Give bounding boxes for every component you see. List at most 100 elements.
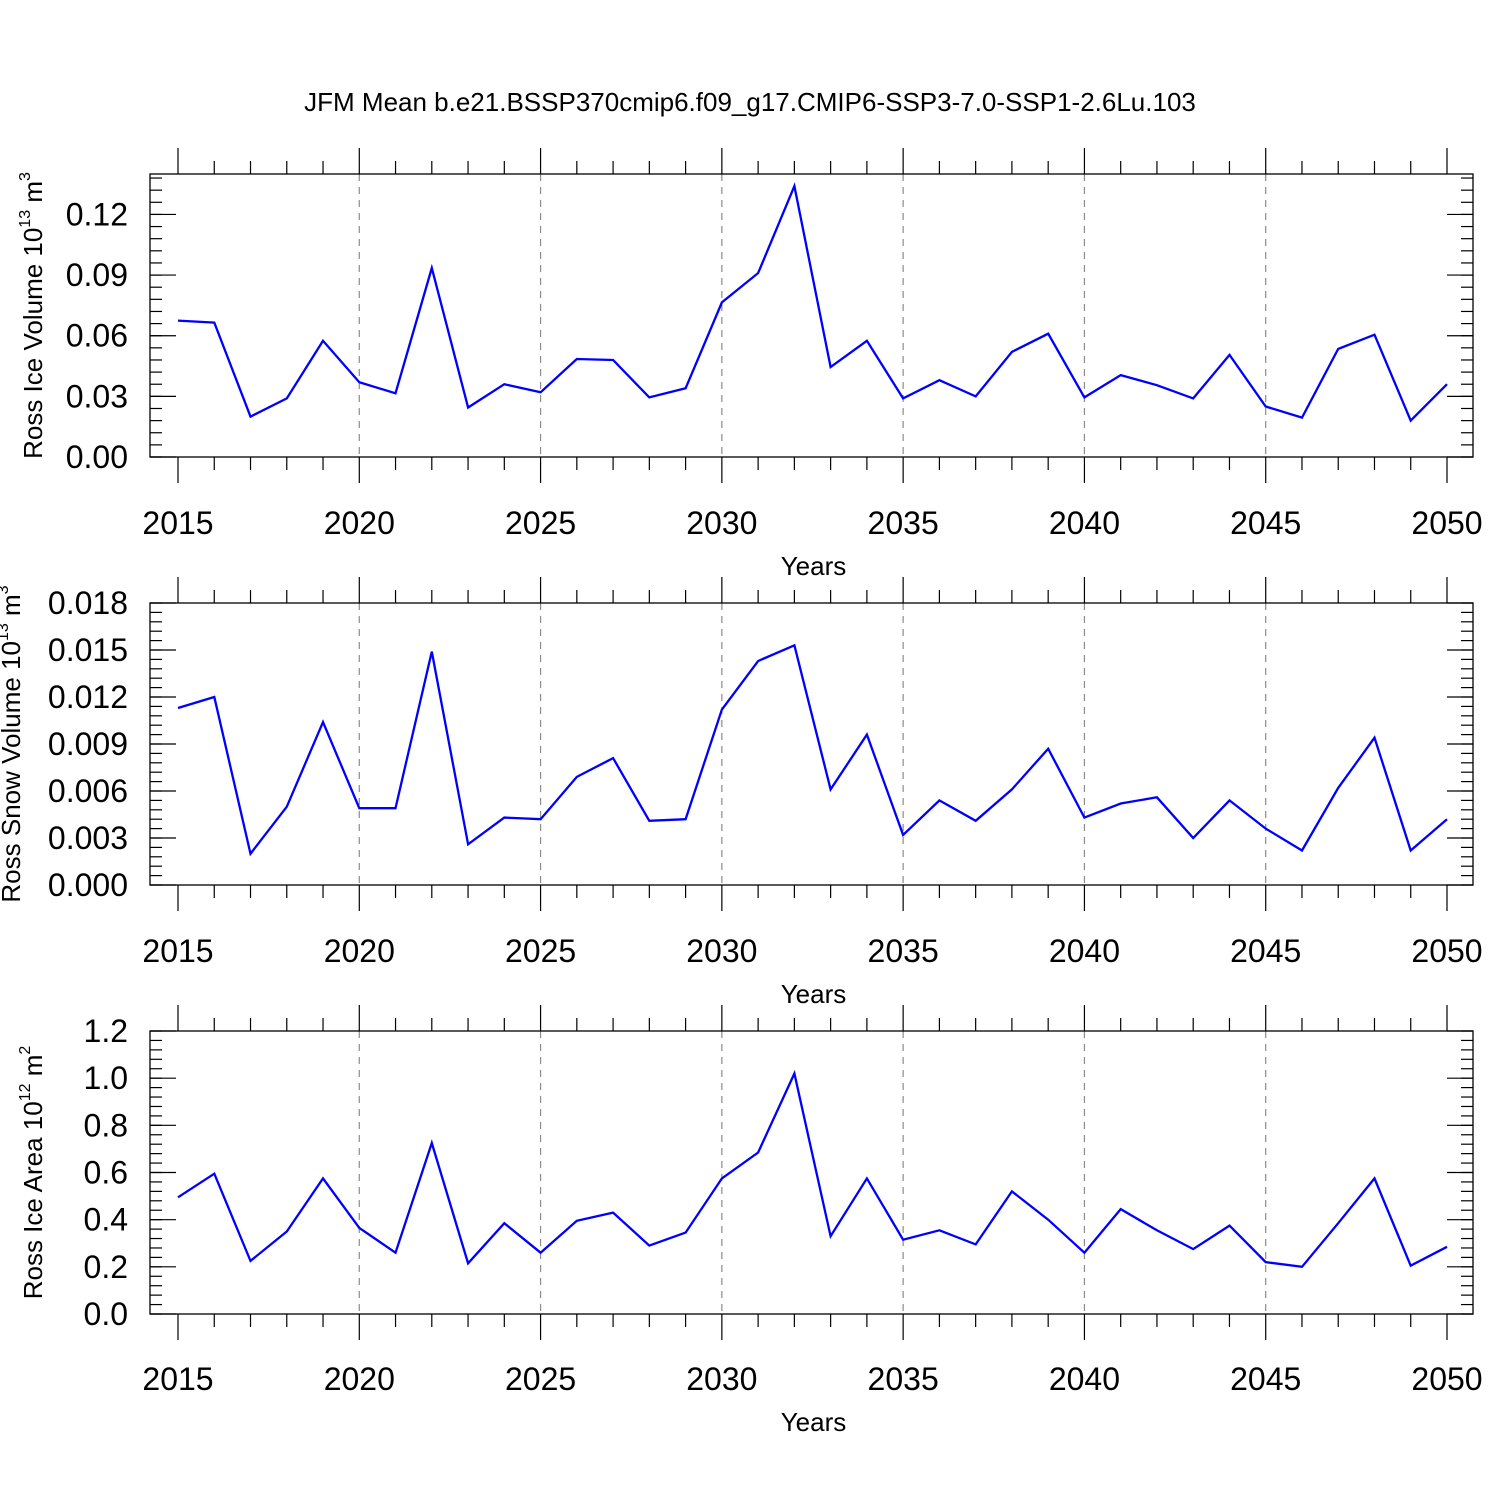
- data-point-2048: [1373, 736, 1377, 740]
- data-point-2037: [974, 394, 978, 398]
- y-tick-label: 0.06: [66, 318, 128, 354]
- data-point-2019: [321, 339, 325, 343]
- panel-ice-volume: 2015 2020 2025 2030 2035 2040 2045 2050 Years 0.0…: [17, 148, 1483, 581]
- x-tick-label: 2025: [505, 505, 576, 541]
- data-point-2020: [357, 380, 361, 384]
- data-point-2015: [176, 319, 180, 323]
- data-point-2045: [1264, 405, 1268, 409]
- data-point-2031: [756, 659, 760, 663]
- x-tick-label: 2015: [142, 933, 213, 969]
- data-point-2026: [575, 1219, 579, 1223]
- data-point-2045: [1264, 1260, 1268, 1264]
- data-point-2017: [249, 1259, 253, 1263]
- y-ticks: [150, 1030, 1473, 1315]
- data-point-2034: [865, 1176, 869, 1180]
- y-axis-label-unit-exponent: 2: [17, 1046, 34, 1055]
- data-point-2036: [937, 798, 941, 802]
- data-point-2021: [394, 391, 398, 395]
- data-point-2015: [176, 1195, 180, 1199]
- data-point-2017: [249, 852, 253, 856]
- plot-frame: [149, 173, 1474, 458]
- data-point-2037: [974, 819, 978, 823]
- data-point-2042: [1155, 795, 1159, 799]
- data-point-2022: [430, 266, 434, 270]
- y-axis-label-unit: m: [18, 181, 48, 210]
- data-point-2035: [901, 1238, 905, 1242]
- data-point-2049: [1409, 1264, 1413, 1268]
- data-point-2023: [466, 1261, 470, 1265]
- data-point-2050: [1445, 817, 1449, 821]
- y-axis-label-unit: m: [18, 1055, 48, 1084]
- data-point-2032: [792, 643, 796, 647]
- y-tick-label: 1.2: [84, 1013, 128, 1049]
- data-point-2038: [1010, 1189, 1014, 1193]
- data-point-2024: [502, 816, 506, 820]
- data-point-2034: [865, 733, 869, 737]
- y-axis-label-unit-exponent: 3: [17, 172, 34, 181]
- data-point-2028: [647, 1244, 651, 1248]
- x-tick-label: 2050: [1411, 1361, 1482, 1397]
- data-point-2046: [1300, 1265, 1304, 1269]
- x-tick-label: 2015: [142, 1361, 213, 1397]
- x-tick-label: 2040: [1049, 933, 1120, 969]
- panels: 2015 2020 2025 2030 2035 2040 2045 2050 Years 0.0…: [0, 148, 1483, 1437]
- x-tick-label: 2020: [324, 505, 395, 541]
- data-point-2036: [937, 1228, 941, 1232]
- data-point-2021: [394, 806, 398, 810]
- y-tick-label: 0.6: [84, 1155, 128, 1191]
- data-point-2030: [720, 708, 724, 712]
- x-tick-label: 2045: [1230, 505, 1301, 541]
- data-point-2037: [974, 1242, 978, 1246]
- data-point-2038: [1010, 787, 1014, 791]
- y-tick-label: 0.12: [66, 196, 128, 232]
- data-point-2032: [792, 184, 796, 188]
- data-point-2019: [321, 720, 325, 724]
- y-tick-label: 0.03: [66, 378, 128, 414]
- x-tick-label: 2035: [868, 933, 939, 969]
- y-tick-label: 0.006: [48, 773, 128, 809]
- data-point-2034: [865, 339, 869, 343]
- data-point-2026: [575, 775, 579, 779]
- data-point-2040: [1082, 816, 1086, 820]
- data-point-2033: [829, 1234, 833, 1238]
- data-point-2050: [1445, 1245, 1449, 1249]
- series-line-ice-volume: [177, 182, 1448, 423]
- y-tick-label: 0.012: [48, 679, 128, 715]
- data-point-2038: [1010, 350, 1014, 354]
- data-point-2030: [720, 1176, 724, 1180]
- data-point-2049: [1409, 419, 1413, 423]
- data-point-2017: [249, 415, 253, 419]
- figure-title: JFM Mean b.e21.BSSP370cmip6.f09_g17.CMIP…: [304, 87, 1196, 117]
- panel-ice-area: 2015 2020 2025 2030 2035 2040 2045 2050 Years 0.0…: [17, 1005, 1483, 1437]
- data-point-2025: [539, 1251, 543, 1255]
- x-tick-label: 2020: [324, 933, 395, 969]
- data-point-2028: [647, 395, 651, 399]
- data-point-2043: [1191, 396, 1195, 400]
- data-point-2044: [1228, 1224, 1232, 1228]
- x-tick-label: 2040: [1049, 505, 1120, 541]
- y-axis-label-exponent: 13: [17, 210, 34, 228]
- y-tick-label: 0.00: [66, 439, 128, 475]
- y-axis-label-unit: m: [0, 594, 26, 623]
- data-point-2042: [1155, 1228, 1159, 1232]
- data-point-2050: [1445, 382, 1449, 386]
- data-point-2033: [829, 365, 833, 369]
- panel-snow-volume: 2015 2020 2025 2030 2035 2040 2045 2050 Years 0.0…: [0, 577, 1483, 1009]
- data-point-2026: [575, 357, 579, 361]
- x-tick-label: 2015: [142, 505, 213, 541]
- data-point-2029: [684, 1231, 688, 1235]
- data-point-2040: [1082, 395, 1086, 399]
- data-point-2039: [1046, 747, 1050, 751]
- y-axis-label-text: Ross Snow Volume 10: [0, 641, 26, 903]
- data-point-2027: [611, 1211, 615, 1215]
- y-tick-label: 0.2: [84, 1249, 128, 1285]
- x-tick-label: 2030: [686, 933, 757, 969]
- data-point-2020: [357, 1226, 361, 1230]
- series-line-snow-volume: [177, 643, 1448, 857]
- data-point-2039: [1046, 332, 1050, 336]
- y-tick-label: 0.0: [84, 1296, 128, 1332]
- data-point-2047: [1336, 347, 1340, 351]
- x-tick-label: 2035: [868, 505, 939, 541]
- data-point-2019: [321, 1176, 325, 1180]
